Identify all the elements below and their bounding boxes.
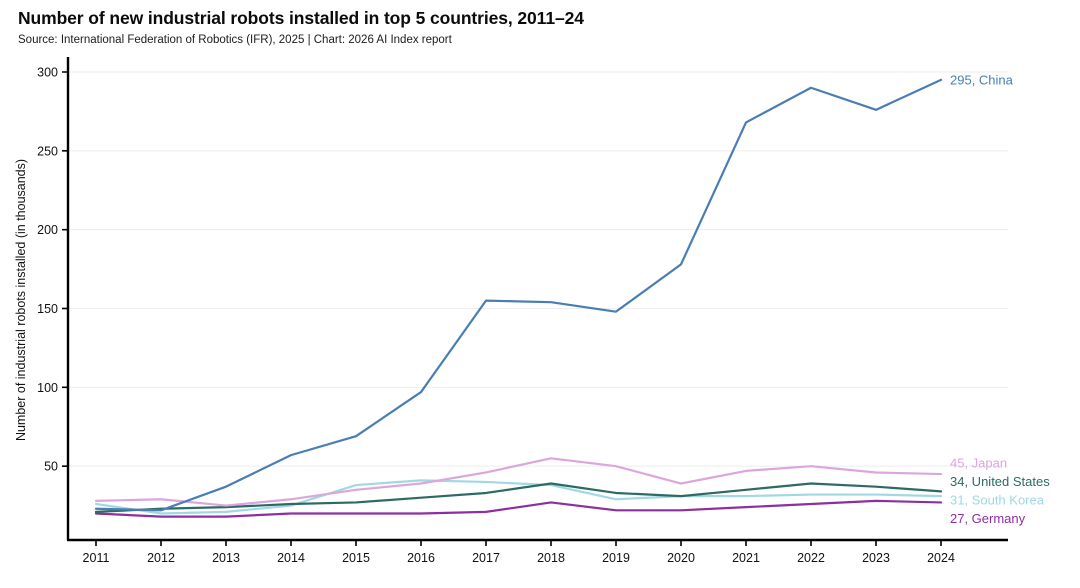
series-end-label-germany: 27, Germany (950, 511, 1026, 526)
x-tick-label: 2024 (927, 551, 955, 565)
chart-header: Number of new industrial robots installe… (18, 8, 584, 46)
x-tick-label: 2012 (147, 551, 175, 565)
y-tick-label: 150 (37, 302, 58, 316)
series-line-japan (94, 457, 943, 507)
x-tick-label: 2011 (83, 551, 110, 565)
series-line-united-states (94, 482, 943, 513)
series-line-south-korea (94, 479, 943, 515)
y-tick-label: 100 (37, 381, 58, 395)
x-tick-label: 2017 (472, 551, 500, 565)
x-tick-label: 2015 (342, 551, 370, 565)
y-tick-label: 50 (44, 460, 58, 474)
y-tick-label: 300 (37, 66, 58, 80)
series-line-china (94, 78, 943, 512)
x-tick-label: 2023 (862, 551, 890, 565)
x-tick-label: 2016 (407, 551, 435, 565)
y-axis-title: Number of industrial robots installed (i… (14, 158, 28, 442)
chart-subtitle: Source: International Federation of Robo… (18, 34, 452, 46)
y-tick-label: 200 (37, 223, 58, 237)
x-tick-label: 2014 (277, 551, 305, 565)
x-tick-label: 2021 (732, 551, 760, 565)
series-end-label-china: 295, China (950, 72, 1014, 87)
series-line-germany (94, 499, 943, 518)
x-tick-label: 2019 (602, 551, 630, 565)
x-tick-label: 2022 (797, 551, 825, 565)
series-end-label-south-korea: 31, South Korea (950, 493, 1045, 508)
x-tick-label: 2013 (212, 551, 240, 565)
x-tick-label: 2020 (667, 551, 695, 565)
series-end-label-japan: 45, Japan (950, 456, 1007, 471)
series-end-label-united-states: 34, United States (950, 474, 1050, 489)
y-tick-label: 250 (37, 144, 58, 158)
x-tick-label: 2018 (537, 551, 565, 565)
chart-title: Number of new industrial robots installe… (18, 8, 584, 28)
